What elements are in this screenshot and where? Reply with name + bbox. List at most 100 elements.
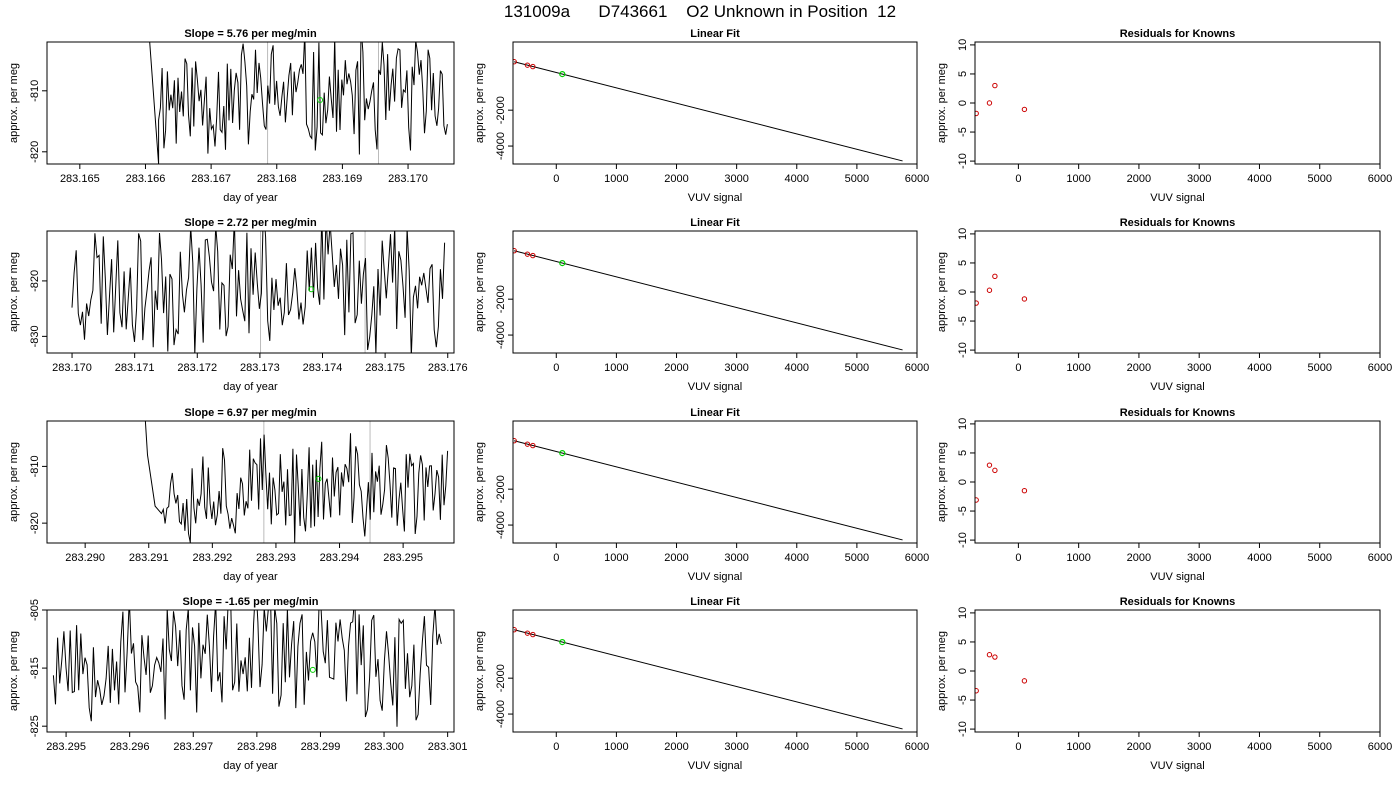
- x-tick-label: 3000: [724, 173, 748, 185]
- fit-line: [514, 440, 903, 541]
- x-tick-label: 283.176: [428, 362, 468, 374]
- y-tick-label: -815: [29, 657, 41, 679]
- unknown-sample-point: [559, 450, 566, 457]
- residual-point: [1021, 678, 1028, 684]
- x-tick-label: 4000: [785, 362, 809, 374]
- y-tick-label: -4000: [495, 511, 507, 539]
- x-axis-label: VUV signal: [1150, 192, 1204, 204]
- x-tick-label: 1000: [1066, 362, 1090, 374]
- x-tick-label: 1000: [1066, 741, 1090, 753]
- y-tick-label: 0: [957, 289, 969, 295]
- x-tick-label: 283.175: [365, 362, 405, 374]
- y-tick-label: 10: [957, 39, 969, 51]
- plot-area: [975, 462, 1028, 503]
- unknown-sample-point: [559, 71, 566, 78]
- x-tick-label: 283.172: [177, 362, 217, 374]
- x-tick-label: 283.295: [383, 552, 423, 564]
- panel-fit-row-4: Linear Fit 0 1000 2000 3000 4000 5000 6000 -2000…: [474, 596, 929, 772]
- figure-title: 131009a D743661 O2 Unknown in Position 1…: [503, 2, 897, 21]
- y-tick-label: -810: [29, 80, 41, 102]
- y-tick-label: -825: [29, 715, 41, 737]
- y-tick-label: -5: [957, 695, 969, 705]
- plot-area: [513, 438, 903, 541]
- x-tick-label: 4000: [785, 173, 809, 185]
- x-tick-label: 6000: [905, 173, 929, 185]
- x-tick-label: 283.173: [240, 362, 280, 374]
- x-tick-label: 6000: [1368, 552, 1392, 564]
- y-tick-label: -2000: [495, 285, 507, 313]
- x-tick-label: 4000: [1247, 362, 1271, 374]
- x-tick-label: 283.301: [428, 741, 468, 753]
- y-tick-label: -820: [29, 512, 41, 534]
- residual-point: [992, 273, 998, 280]
- panel-fit-row-3: Linear Fit 0 1000 2000 3000 4000 5000 6000 -2000…: [474, 407, 929, 583]
- y-axis-label: approx. per meg: [8, 442, 20, 522]
- x-tick-label: 5000: [1307, 362, 1331, 374]
- x-tick-label: 0: [553, 173, 559, 185]
- x-tick-label: 283.171: [115, 362, 155, 374]
- plot-frame: [512, 230, 918, 354]
- y-tick-label: -10: [957, 721, 969, 737]
- panel-title: Slope = 6.97 per meg/min: [184, 407, 317, 419]
- residual-point: [975, 688, 979, 694]
- x-tick-label: 6000: [905, 741, 929, 753]
- x-tick-label: 2000: [1127, 362, 1151, 374]
- x-axis-label: VUV signal: [1150, 571, 1204, 583]
- panel-time-row-2: Slope = 2.72 per meg/min 283.170 283.171 28…: [8, 217, 468, 393]
- y-tick-label: -820: [29, 141, 41, 163]
- residual-point: [992, 654, 998, 660]
- x-tick-label: 1000: [604, 362, 628, 374]
- y-tick-label: 10: [957, 607, 969, 619]
- plot-area: [975, 652, 1028, 694]
- x-tick-label: 0: [1015, 173, 1021, 185]
- residual-point: [986, 100, 993, 106]
- x-tick-label: 5000: [1307, 552, 1331, 564]
- plot-frame: [46, 41, 455, 165]
- y-axis-label: approx. per meg: [8, 252, 20, 332]
- fit-line: [514, 250, 903, 351]
- y-tick-label: -10: [957, 153, 969, 169]
- x-tick-label: 5000: [1307, 741, 1331, 753]
- x-tick-label: 283.294: [320, 552, 360, 564]
- y-tick-label: 5: [957, 450, 969, 456]
- x-tick-label: 0: [1015, 362, 1021, 374]
- plot-frame: [46, 420, 455, 544]
- y-axis-label: approx. per meg: [936, 442, 948, 522]
- y-axis-label: approx. per meg: [8, 631, 20, 711]
- y-tick-label: -5: [957, 127, 969, 137]
- x-tick-label: 283.300: [364, 741, 404, 753]
- x-tick-label: 2000: [664, 362, 688, 374]
- x-tick-label: 283.297: [173, 741, 213, 753]
- plot-frame: [512, 420, 918, 544]
- x-tick-label: 283.299: [301, 741, 341, 753]
- panel-title: Slope = -1.65 per meg/min: [182, 596, 318, 608]
- y-axis-label: approx. per meg: [8, 63, 20, 143]
- x-tick-label: 5000: [845, 741, 869, 753]
- y-tick-label: -810: [29, 455, 41, 477]
- known-standard-point: [530, 631, 536, 638]
- y-axis-label: approx. per meg: [474, 252, 486, 332]
- plot-frame: [46, 609, 455, 733]
- panel-title: Slope = 5.76 per meg/min: [184, 28, 317, 40]
- y-tick-label: -820: [29, 270, 41, 292]
- x-tick-label: 6000: [1368, 362, 1392, 374]
- y-axis-label: approx. per meg: [936, 63, 948, 143]
- panel-fit-row-2: Linear Fit 0 1000 2000 3000 4000 5000 6000 -2000…: [474, 217, 929, 393]
- x-tick-label: 2000: [1127, 552, 1151, 564]
- y-tick-label: 0: [957, 479, 969, 485]
- x-tick-label: 283.169: [323, 173, 363, 185]
- x-tick-label: 3000: [724, 552, 748, 564]
- y-axis-label: approx. per meg: [474, 63, 486, 143]
- y-tick-label: -2000: [495, 475, 507, 503]
- known-standard-point: [524, 251, 531, 257]
- panel-title: Linear Fit: [690, 407, 740, 419]
- y-tick-label: 0: [957, 100, 969, 106]
- panel-time-row-3: Slope = 6.97 per meg/min 283.290 283.291 28…: [8, 407, 455, 583]
- plot-area: [975, 82, 1028, 117]
- panel-residuals-row-2: Residuals for Knowns 0 1000 2000 3000 4000 500…: [936, 217, 1392, 393]
- y-axis-label: approx. per meg: [474, 442, 486, 522]
- x-axis-label: day of year: [223, 381, 278, 393]
- panel-title: Linear Fit: [690, 217, 740, 229]
- x-axis-label: VUV signal: [1150, 381, 1204, 393]
